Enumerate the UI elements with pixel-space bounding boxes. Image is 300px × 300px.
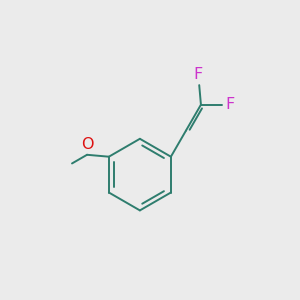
Text: F: F	[225, 97, 234, 112]
Text: O: O	[81, 137, 94, 152]
Text: F: F	[194, 68, 203, 82]
